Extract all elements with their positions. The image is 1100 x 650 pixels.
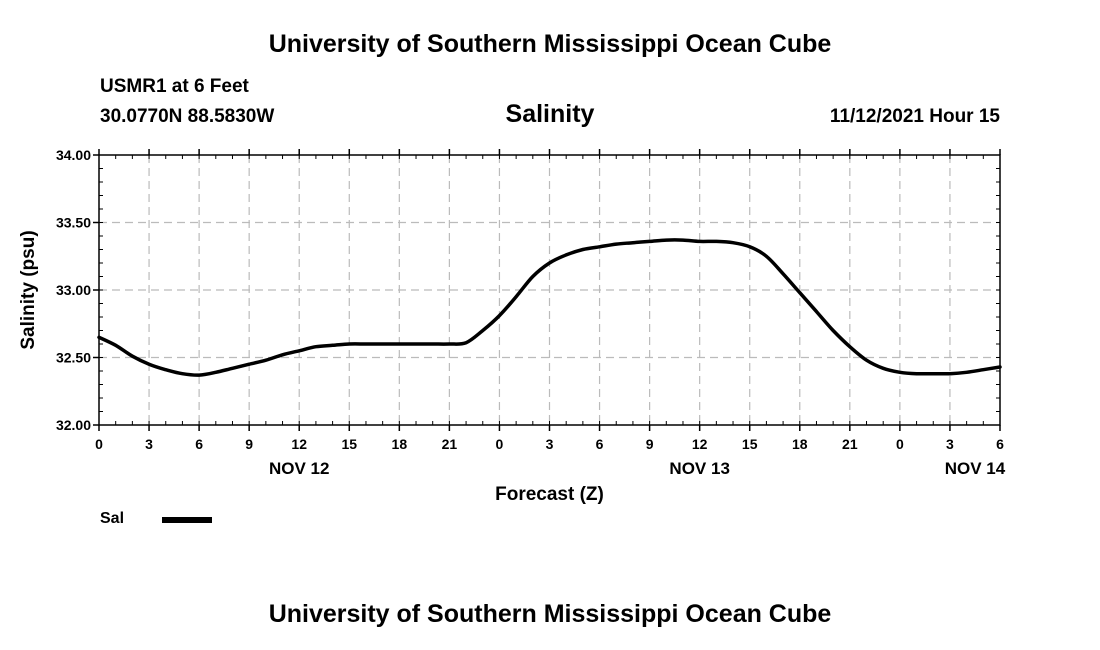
- x-tick-label: 15: [341, 436, 357, 452]
- date-label: NOV 13: [669, 459, 729, 478]
- x-tick-label: 9: [646, 436, 654, 452]
- x-tick-label: 3: [145, 436, 153, 452]
- x-tick-label: 18: [792, 436, 808, 452]
- coordinates-label: 30.0770N 88.5830W: [100, 106, 275, 127]
- y-tick-label: 34.00: [56, 147, 91, 163]
- x-tick-label: 0: [95, 436, 103, 452]
- x-tick-label: 21: [842, 436, 858, 452]
- chart-title: Salinity: [505, 100, 595, 128]
- x-tick-label: 12: [291, 436, 307, 452]
- axis-labels: 32.00 32.50 33.00 33.50 34.00 0 3 6 9 12 15 18 21 0 3 6…: [56, 147, 1006, 478]
- series-line-sal: [97, 238, 1002, 377]
- footer-title: University of Southern Mississippi Ocean…: [268, 600, 832, 628]
- x-tick-label: 18: [392, 436, 408, 452]
- x-tick-label: 9: [245, 436, 253, 452]
- x-tick-label: 15: [742, 436, 758, 452]
- forecast-datetime: 11/12/2021 Hour 15: [829, 106, 1000, 127]
- x-tick-label: 3: [546, 436, 554, 452]
- date-label: NOV 12: [269, 459, 329, 478]
- y-axis-label: Salinity (psu): [18, 230, 39, 349]
- y-tick-label: 32.50: [56, 350, 91, 366]
- x-tick-label: 12: [692, 436, 708, 452]
- station-label: USMR1 at 6 Feet: [100, 76, 249, 97]
- legend-label: Sal: [100, 510, 125, 527]
- x-tick-label: 6: [596, 436, 604, 452]
- legend-swatch: [162, 517, 212, 523]
- x-tick-label: 0: [496, 436, 504, 452]
- x-tick-label: 21: [442, 436, 458, 452]
- x-tick-label: 6: [195, 436, 203, 452]
- page-title: University of Southern Mississippi Ocean…: [268, 30, 832, 58]
- y-tick-label: 33.00: [56, 282, 91, 298]
- x-tick-label: 6: [996, 436, 1004, 452]
- x-tick-label: 3: [946, 436, 954, 452]
- x-tick-label: 0: [896, 436, 904, 452]
- x-axis-label: Forecast (Z): [495, 484, 604, 505]
- axis-ticks: [93, 149, 1001, 431]
- y-tick-label: 33.50: [56, 215, 91, 231]
- date-label: NOV 14: [945, 459, 1006, 478]
- y-tick-label: 32.00: [56, 417, 91, 433]
- grid: [99, 155, 1000, 425]
